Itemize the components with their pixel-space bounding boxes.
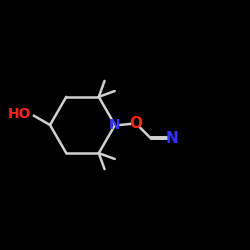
Text: N: N <box>166 131 178 146</box>
Text: N: N <box>109 118 121 132</box>
Text: O: O <box>130 116 143 131</box>
Text: HO: HO <box>7 108 31 122</box>
